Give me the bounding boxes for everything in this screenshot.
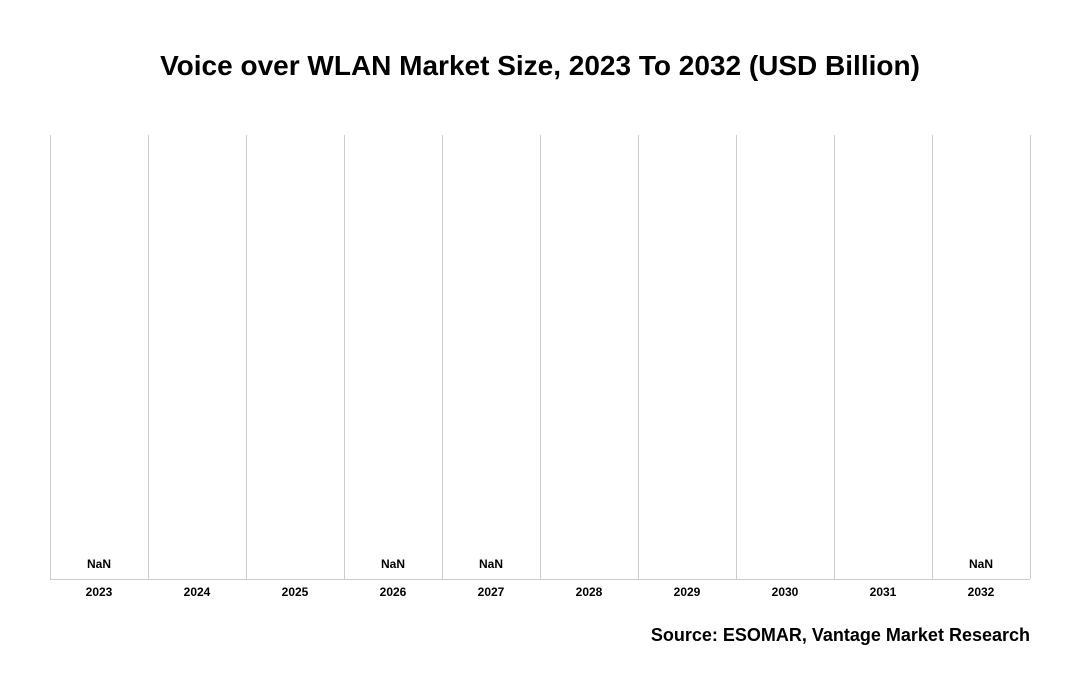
x-axis-labels: 2023 2024 2025 2026 2027 2028 2029 2030 … <box>50 585 1030 605</box>
x-tick: 2024 <box>148 585 246 599</box>
grid-line <box>1030 135 1031 579</box>
x-tick: 2031 <box>834 585 932 599</box>
chart-title: Voice over WLAN Market Size, 2023 To 203… <box>0 50 1080 82</box>
bar-slot <box>540 135 638 579</box>
x-tick: 2029 <box>638 585 736 599</box>
bar-slot: NaN <box>344 135 442 579</box>
chart-container: Voice over WLAN Market Size, 2023 To 203… <box>0 0 1080 700</box>
x-tick: 2023 <box>50 585 148 599</box>
bar-slot <box>148 135 246 579</box>
x-tick: 2027 <box>442 585 540 599</box>
source-attribution: Source: ESOMAR, Vantage Market Research <box>651 625 1030 646</box>
x-tick: 2028 <box>540 585 638 599</box>
bar-value-label: NaN <box>479 557 503 571</box>
plot-area: NaN NaN NaN NaN <box>50 135 1030 580</box>
bar-slot: NaN <box>442 135 540 579</box>
x-tick: 2030 <box>736 585 834 599</box>
bar-slot <box>736 135 834 579</box>
bar-slot <box>246 135 344 579</box>
bar-slot: NaN <box>932 135 1030 579</box>
x-tick: 2026 <box>344 585 442 599</box>
bar-value-label: NaN <box>87 557 111 571</box>
bar-slot <box>834 135 932 579</box>
x-tick: 2025 <box>246 585 344 599</box>
bar-slot: NaN <box>50 135 148 579</box>
bar-slot <box>638 135 736 579</box>
bar-value-label: NaN <box>969 557 993 571</box>
x-tick: 2032 <box>932 585 1030 599</box>
bar-value-label: NaN <box>381 557 405 571</box>
